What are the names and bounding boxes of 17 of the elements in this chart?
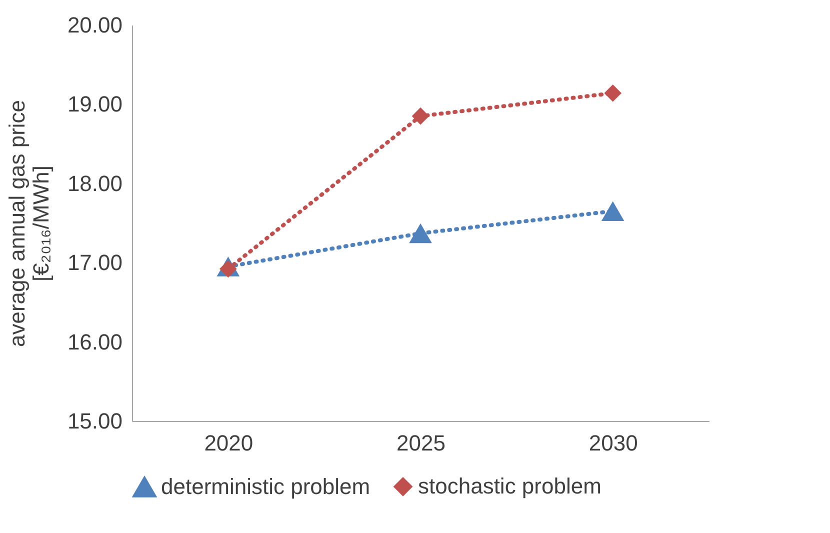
x-tick-label: 2030: [588, 430, 638, 456]
legend-label: deterministic problem: [161, 474, 370, 499]
y-tick-label: 17.00: [67, 250, 122, 276]
y-tick-label: 15.00: [67, 408, 122, 434]
x-tick-label: 2025: [396, 430, 446, 456]
x-tick-label: 2020: [204, 430, 254, 456]
y-tick-label: 20.00: [67, 12, 122, 38]
point: [412, 107, 430, 125]
text: [€₂₀₁₆/MWh]: [28, 166, 54, 282]
point: [601, 201, 624, 221]
y-tick-label: 19.00: [67, 92, 122, 117]
point: [409, 223, 432, 244]
text: average annual gas price: [4, 100, 30, 348]
point: [604, 84, 622, 102]
y-tick-label: 16.00: [67, 329, 122, 354]
legend-label: stochastic problem: [418, 474, 602, 499]
y-tick-label: 18.00: [67, 170, 122, 196]
